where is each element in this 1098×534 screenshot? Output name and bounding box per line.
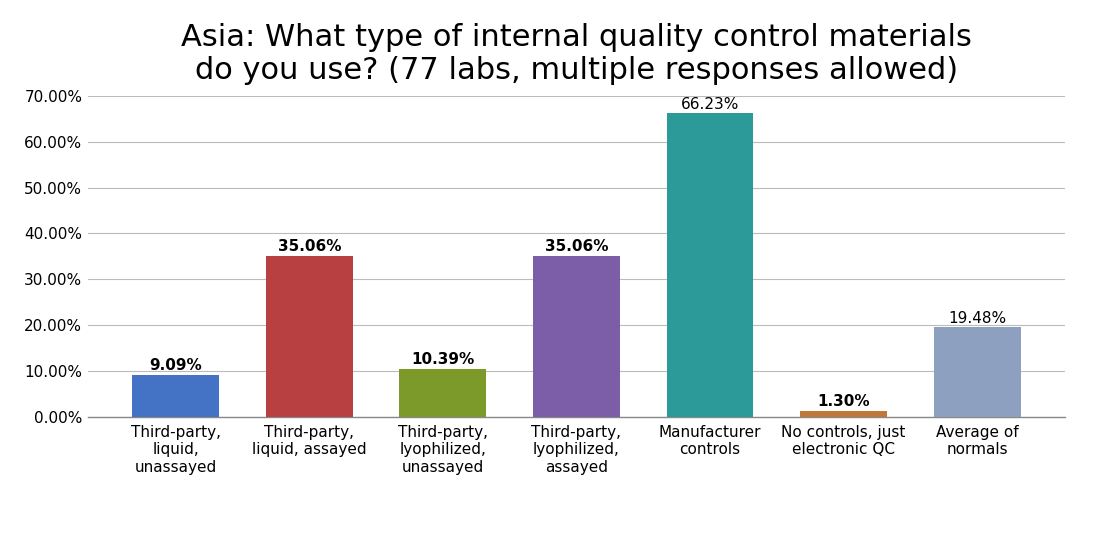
Bar [933, 327, 1021, 417]
Text: 35.06%: 35.06% [278, 239, 341, 254]
Text: 10.39%: 10.39% [412, 352, 474, 367]
Text: 35.06%: 35.06% [545, 239, 608, 254]
Text: 19.48%: 19.48% [949, 311, 1006, 326]
Text: 1.30%: 1.30% [817, 394, 870, 409]
Bar [800, 411, 887, 417]
Bar [666, 113, 753, 417]
Bar [132, 375, 220, 417]
Title: Asia: What type of internal quality control materials
do you use? (77 labs, mult: Asia: What type of internal quality cont… [181, 23, 972, 85]
Bar [533, 256, 620, 417]
Text: 66.23%: 66.23% [681, 97, 739, 112]
Text: 9.09%: 9.09% [149, 358, 202, 373]
Bar [266, 256, 352, 417]
Bar [400, 369, 486, 417]
